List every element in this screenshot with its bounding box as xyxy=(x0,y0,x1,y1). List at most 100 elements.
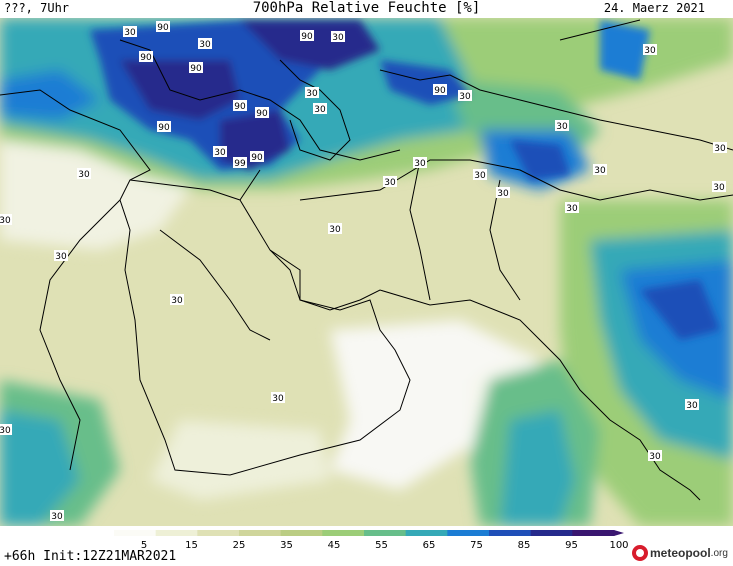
legend-tick-label: 25 xyxy=(233,540,246,550)
logo-text: meteopool xyxy=(650,546,711,560)
isoline-labels: 90 30 90 90 90 30 30 90 90 90 30 90 99 30 30 90 30 30 30 30… xyxy=(0,21,727,522)
isoline-label: 30 xyxy=(458,90,472,102)
isoline-label-text: 90 xyxy=(190,64,202,74)
isoline-label: 30 xyxy=(593,164,607,176)
valid-date-label: 24. Maerz 2021 xyxy=(603,1,705,15)
isoline-label: 30 xyxy=(383,176,397,188)
legend-swatch xyxy=(155,530,198,536)
isoline-label: 99 xyxy=(233,157,247,169)
isoline-label-text: 30 xyxy=(306,89,318,99)
isoline-label: 30 xyxy=(313,103,327,115)
isoline-label: 30 xyxy=(328,223,342,235)
isoline-label-text: 30 xyxy=(124,28,136,38)
isoline-label: 30 xyxy=(648,450,662,462)
isoline-label: 90 xyxy=(139,51,153,63)
legend-swatches xyxy=(114,530,624,536)
isoline-label-text: 30 xyxy=(78,170,90,180)
isoline-label: 30 xyxy=(54,250,68,262)
isoline-label: 30 xyxy=(643,44,657,56)
legend-colorbar: 5 15 25 35 45 55 65 75 85 95 100 xyxy=(114,530,629,550)
header: ???, 7Uhr 700hPa Relative Feuchte [%] 24… xyxy=(0,0,733,18)
isoline-label: 30 xyxy=(213,146,227,158)
legend-swatch xyxy=(197,530,240,536)
isoline-label: 30 xyxy=(77,168,91,180)
isoline-label-text: 90 xyxy=(158,123,170,133)
legend-tick-label: 35 xyxy=(280,540,293,550)
isoline-label-text: 30 xyxy=(414,159,426,169)
isoline-label-text: 90 xyxy=(140,53,152,63)
legend-swatch xyxy=(322,530,365,536)
isoline-label-text: 90 xyxy=(301,32,313,42)
isoline-label: 30 xyxy=(198,38,212,50)
isoline-label: 30 xyxy=(496,187,510,199)
isoline-label-text: 30 xyxy=(644,46,656,56)
isoline-label-text: 30 xyxy=(314,105,326,115)
legend-tick-label: 45 xyxy=(328,540,341,550)
isoline-label-text: 90 xyxy=(157,23,169,33)
isoline-label-text: 30 xyxy=(199,40,211,50)
isoline-label: 90 xyxy=(433,84,447,96)
legend-swatch xyxy=(447,530,490,536)
isoline-label-text: 30 xyxy=(566,204,578,214)
init-time-label: +66h Init:12Z21MAR2021 xyxy=(4,549,177,564)
isoline-label-text: 30 xyxy=(214,148,226,158)
isoline-label: 90 xyxy=(157,121,171,133)
isoline-label: 30 xyxy=(0,424,12,436)
isoline-label-text: 30 xyxy=(332,33,344,43)
coastlines xyxy=(0,19,733,501)
isoline-label-text: 30 xyxy=(171,296,183,306)
isoline-label: 30 xyxy=(271,392,285,404)
isoline-label-text: 30 xyxy=(0,426,11,436)
legend-ticks: 5 15 25 35 45 55 65 75 85 95 100 xyxy=(141,540,629,550)
isoline-label: 30 xyxy=(555,120,569,132)
logo-suffix: .org xyxy=(710,547,728,559)
isoline-label: 30 xyxy=(50,510,64,522)
humidity-field xyxy=(0,18,733,526)
isoline-label: 30 xyxy=(170,294,184,306)
meteopool-logo[interactable]: meteopool .org xyxy=(632,545,728,561)
isoline-label-text: 30 xyxy=(51,512,63,522)
isoline-label-text: 30 xyxy=(686,401,698,411)
legend-tick-label: 95 xyxy=(565,540,578,550)
legend-swatch xyxy=(405,530,448,536)
isoline-label: 90 xyxy=(300,30,314,42)
map-title: 700hPa Relative Feuchte [%] xyxy=(252,0,481,16)
isoline-label: 90 xyxy=(255,107,269,119)
isoline-label-text: 30 xyxy=(384,178,396,188)
legend-tick-label: 75 xyxy=(470,540,483,550)
legend-swatch xyxy=(530,530,573,536)
isoline-label: 90 xyxy=(189,62,203,74)
isoline-label-text: 30 xyxy=(474,171,486,181)
isoline-label: 30 xyxy=(712,181,726,193)
isoline-label: 30 xyxy=(305,87,319,99)
legend-tick-label: 5 xyxy=(141,540,147,550)
isoline-label: 30 xyxy=(713,142,727,154)
isoline-label-text: 30 xyxy=(272,394,284,404)
isoline-label: 30 xyxy=(123,26,137,38)
legend-swatch xyxy=(364,530,407,536)
isoline-label: 90 xyxy=(156,21,170,33)
isoline-label-text: 90 xyxy=(234,102,246,112)
isoline-label: 90 xyxy=(250,151,264,163)
isoline-label-text: 30 xyxy=(55,252,67,262)
isoline-label-text: 30 xyxy=(594,166,606,176)
legend-tick-label: 15 xyxy=(185,540,198,550)
isoline-label: 30 xyxy=(565,202,579,214)
legend-tick-label: 85 xyxy=(518,540,531,550)
isoline-label-text: 30 xyxy=(556,122,568,132)
isoline-label: 90 xyxy=(233,100,247,112)
logo-mark-icon xyxy=(632,545,648,561)
humidity-map: 90 30 90 90 90 30 30 90 90 90 30 90 99 30 30 90 30 30 30 30… xyxy=(0,18,733,526)
isoline-label-text: 90 xyxy=(434,86,446,96)
isoline-label-text: 30 xyxy=(497,189,509,199)
legend-tick-label: 55 xyxy=(375,540,388,550)
isoline-label-text: 90 xyxy=(256,109,268,119)
legend-swatch xyxy=(280,530,323,536)
legend-swatch xyxy=(239,530,282,536)
isoline-label: 30 xyxy=(331,31,345,43)
isoline-label-text: 30 xyxy=(713,183,725,193)
isoline-label-text: 30 xyxy=(459,92,471,102)
legend-tick-label: 65 xyxy=(423,540,436,550)
legend-swatch xyxy=(114,530,157,536)
legend-swatch xyxy=(572,530,615,536)
